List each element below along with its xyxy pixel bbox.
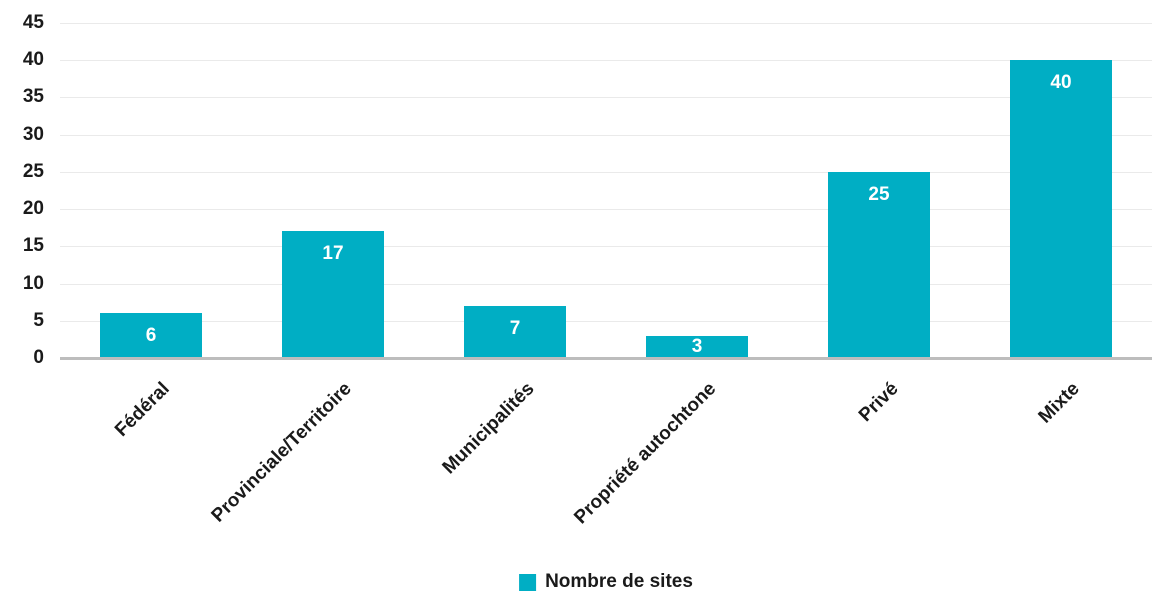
legend-label: Nombre de sites [545, 571, 693, 592]
y-axis-tick-label: 5 [33, 309, 44, 331]
bar-Privé: 25 [828, 171, 930, 358]
legend-swatch-icon [519, 573, 537, 591]
bar-value-label: 40 [1050, 72, 1072, 94]
x-axis-category-label: Privé [854, 378, 903, 427]
gridline [60, 134, 1152, 136]
gridline [60, 246, 1152, 248]
gridline [60, 320, 1152, 322]
gridline [60, 209, 1152, 211]
x-axis-category-label: Mixte [1034, 378, 1085, 428]
gridline [60, 60, 1152, 62]
bar-value-label: 25 [868, 183, 890, 205]
bar-Propriété autochtone: 3 [646, 335, 748, 358]
bar-value-label: 17 [322, 243, 344, 265]
bar-Fédéral: 6 [100, 313, 202, 358]
bar-value-label: 7 [509, 317, 521, 339]
gridline [60, 23, 1152, 24]
y-axis-tick-label: 45 [22, 12, 44, 33]
bar-Mixte: 40 [1010, 60, 1112, 358]
y-axis-tick-label: 20 [22, 198, 44, 220]
bar-Municipalités: 7 [464, 305, 566, 358]
legend: Nombre de sites [519, 572, 693, 592]
plot-area: 6 17 7 3 25 40 Fédéral Provinciale/Territoire M… [60, 23, 1152, 528]
y-axis-tick-label: 40 [22, 49, 44, 71]
x-axis-line [60, 357, 1152, 360]
y-axis-tick-label: 0 [33, 347, 44, 368]
gridline [60, 171, 1152, 173]
y-axis-tick-label: 25 [22, 160, 44, 182]
y-axis-tick-label: 10 [22, 272, 44, 294]
y-axis-tick-label: 15 [22, 235, 44, 257]
gridline [60, 283, 1152, 285]
x-axis-category-label: Municipalités [438, 378, 539, 479]
y-axis-tick-label: 30 [22, 123, 44, 145]
gridline [60, 97, 1152, 99]
y-axis-tick-label: 35 [22, 86, 44, 108]
bar-value-label: 6 [145, 325, 157, 347]
bar-value-label: 3 [691, 336, 703, 358]
bar-Provinciale/Territoire: 17 [282, 231, 384, 358]
x-axis-category-label: Provinciale/Territoire [207, 378, 357, 527]
x-axis-category-label: Fédéral [111, 378, 175, 441]
x-axis-category-label: Propriété autochtone [570, 378, 721, 529]
